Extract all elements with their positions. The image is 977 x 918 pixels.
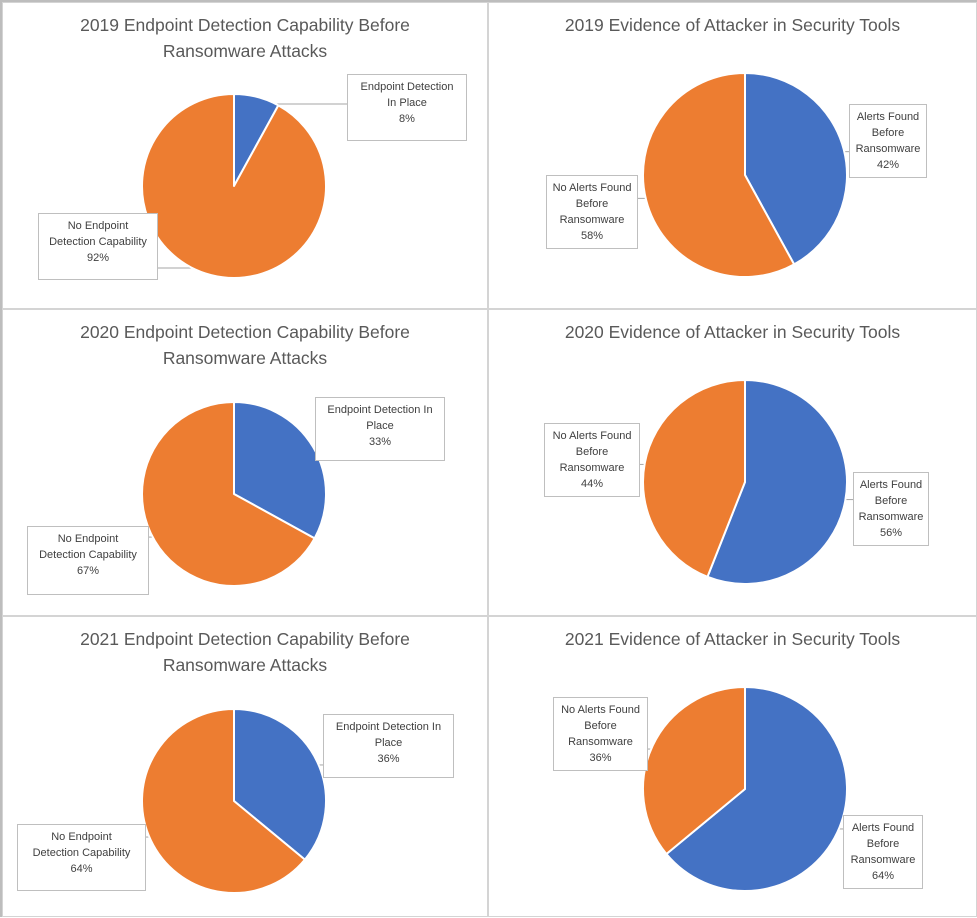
slice-percent: 33% [368, 436, 392, 448]
chart-title: 2021 Evidence of Attacker in Security To… [564, 629, 901, 649]
slice-label: No Alerts Found Before Ransomware [552, 430, 632, 474]
slice-label: No Alerts Found Before Ransomware [561, 704, 640, 748]
pie-chart-panel-3: 2020 Endpoint Detection Capability Befor… [2, 309, 488, 616]
chart-title: 2019 Endpoint Detection Capability Befor… [80, 15, 410, 61]
pie-chart-panel-6: 2021 Evidence of Attacker in Security To… [488, 616, 977, 917]
slice-label: No Endpoint Detection Capability [49, 220, 147, 248]
slice-label: No Alerts Found Before Ransomware [552, 182, 632, 226]
pie-slice-orange [141, 93, 327, 279]
slice-percent: 64% [871, 870, 895, 882]
pie-slice-orange [642, 686, 746, 856]
slice-percent: 67% [76, 565, 100, 577]
pie-slice-orange [642, 379, 746, 578]
pie-slice-orange [141, 708, 306, 894]
pie-chart-panel-4: 2020 Evidence of Attacker in Security To… [488, 309, 977, 616]
pie-svg [640, 379, 853, 585]
slice-label: Endpoint Detection In Place [327, 404, 433, 432]
slice-label: Alerts Found Before Ransomware [850, 822, 916, 866]
slice-percent: 56% [879, 527, 903, 539]
pie-svg [642, 686, 848, 892]
pie-slice-blue [233, 401, 327, 540]
slice-label: Endpoint Detection In Place [335, 721, 442, 749]
slice-percent: 92% [86, 252, 110, 264]
pie-chart-panel-1: 2019 Endpoint Detection Capability Befor… [2, 2, 488, 309]
data-label-callout-blue: Alerts Found Before Ransomware 64% [843, 815, 923, 889]
pie-svg [141, 708, 327, 894]
pie-chart-panel-5: 2021 Endpoint Detection Capability Befor… [2, 616, 488, 917]
pie-slice-blue [744, 72, 848, 266]
slice-percent: 8% [399, 113, 415, 125]
slice-percent: 36% [377, 753, 400, 765]
slice-label: Alerts Found Before Ransomware [858, 479, 924, 523]
data-label-callout-orange: No Alerts Found Before Ransomware 58% [546, 175, 638, 249]
data-label-callout-orange: No Endpoint Detection Capability 92% [38, 213, 158, 280]
data-label-callout-blue: Alerts Found Before Ransomware 56% [853, 472, 929, 546]
pie-slice-blue [706, 379, 848, 585]
pie-slice-orange [141, 401, 316, 587]
pie-slice-blue [233, 708, 327, 861]
pie-slice-blue [665, 686, 848, 892]
slice-percent: 64% [70, 863, 93, 875]
pie-svg [638, 72, 849, 278]
data-label-callout-orange: No Endpoint Detection Capability 64% [17, 824, 146, 891]
data-label-callout-orange: No Endpoint Detection Capability 67% [27, 526, 149, 595]
pie-svg [141, 401, 327, 587]
slice-label: Endpoint Detection In Place [360, 81, 454, 109]
chart-title: 2019 Evidence of Attacker in Security To… [564, 15, 901, 35]
chart-title: 2020 Endpoint Detection Capability Befor… [80, 322, 410, 368]
chart-title: 2020 Evidence of Attacker in Security To… [564, 322, 901, 342]
slice-label: No Endpoint Detection Capability [39, 533, 137, 561]
pie-chart-panel-2: 2019 Evidence of Attacker in Security To… [488, 2, 977, 309]
data-label-callout-orange: No Alerts Found Before Ransomware 44% [544, 423, 640, 497]
data-label-callout-blue: Endpoint Detection In Place 33% [315, 397, 445, 461]
chart-title: 2021 Endpoint Detection Capability Befor… [80, 629, 410, 675]
slice-label: Alerts Found Before Ransomware [855, 111, 921, 155]
slice-percent: 36% [589, 752, 612, 764]
slice-percent: 58% [580, 230, 604, 242]
slice-percent: 42% [876, 159, 900, 171]
data-label-callout-blue: Endpoint Detection In Place 36% [323, 714, 454, 778]
data-label-callout-blue: Endpoint Detection In Place 8% [347, 74, 467, 141]
pie-slice-orange [642, 72, 796, 278]
pie-svg [141, 93, 347, 279]
slice-percent: 44% [580, 478, 604, 490]
slice-label: No Endpoint Detection Capability [32, 831, 131, 859]
data-label-callout-blue: Alerts Found Before Ransomware 42% [849, 104, 927, 178]
data-label-callout-orange: No Alerts Found Before Ransomware 36% [553, 697, 648, 771]
